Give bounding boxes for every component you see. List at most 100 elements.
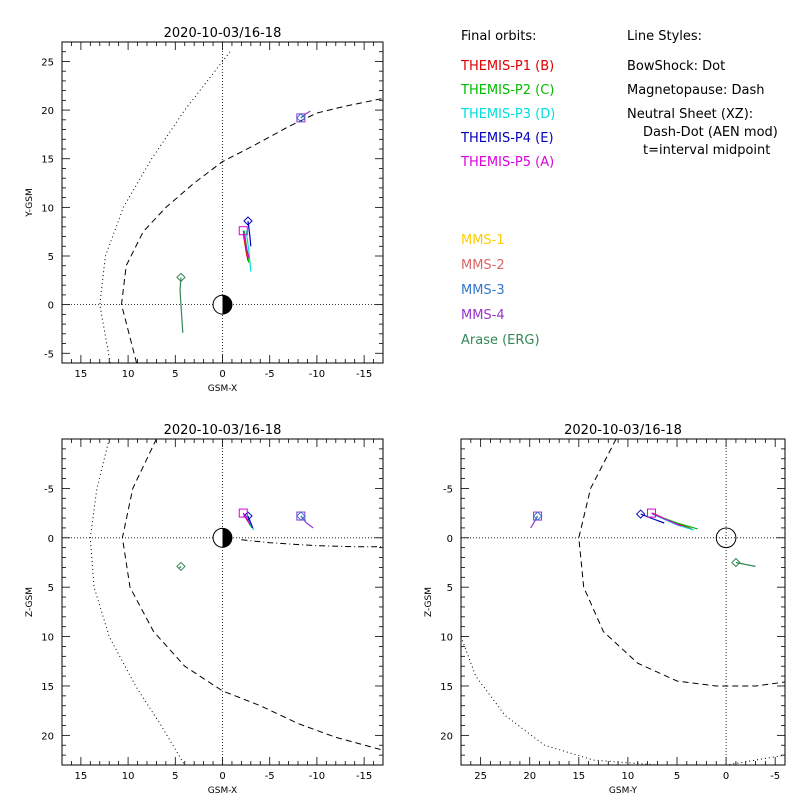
x-tick-label: -5 <box>265 369 275 380</box>
panel-title: 2020-10-03/16-18 <box>164 26 282 41</box>
series-themis-p5-a <box>646 508 682 527</box>
earth-icon <box>212 294 233 315</box>
line-style-magnetopause: Magnetopause: Dash <box>627 83 764 98</box>
panel-title: 2020-10-03/16-18 <box>564 423 682 438</box>
y-tick-label: -5 <box>44 349 54 360</box>
x-tick-label: 15 <box>75 369 88 380</box>
neutral-sheet-curve <box>241 539 383 548</box>
series-arase-erg <box>176 561 186 572</box>
legend-item-themis-p5: THEMIS-P5 (A) <box>460 155 554 170</box>
orbit-track <box>242 233 249 262</box>
orbit-track <box>247 220 252 247</box>
x-tick-label: 0 <box>219 369 225 380</box>
series-themis-p1-b <box>242 233 249 262</box>
orbit-legend: Final orbits: THEMIS-P1 (B) THEMIS-P2 (C… <box>460 29 555 348</box>
panel-title: 2020-10-03/16-18 <box>164 423 282 438</box>
orbit-track <box>651 512 682 527</box>
magnetopause-curve <box>578 439 785 687</box>
y-tick-label: 0 <box>48 534 54 545</box>
x-axis-label: GSM-X <box>208 384 237 394</box>
orbit-track <box>300 515 307 522</box>
series-arase-erg <box>731 557 756 568</box>
series-themis-p5-a <box>238 226 250 259</box>
x-tick-label: 0 <box>219 771 225 782</box>
y-tick-label: 20 <box>41 106 54 117</box>
series-themis-p4-e <box>243 216 253 247</box>
series-themis-p4-e <box>635 509 665 524</box>
legend-item-themis-p2: THEMIS-P2 (C) <box>460 83 554 98</box>
earth-icon <box>715 527 737 549</box>
y-tick-label: 0 <box>447 534 453 545</box>
position-marker-diamond <box>635 509 646 519</box>
series-themis-p3-d <box>245 230 252 272</box>
legend-item-mms-3: MMS-3 <box>461 283 505 298</box>
y-tick-label: 0 <box>48 301 54 312</box>
y-tick-label: 10 <box>41 203 54 214</box>
series-mms-3 <box>532 511 543 522</box>
line-styles-title: Line Styles: <box>627 29 702 44</box>
position-marker-square <box>238 508 248 518</box>
x-tick-label: 5 <box>674 771 680 782</box>
y-tick-label: 20 <box>440 731 453 742</box>
line-style-midpoint: t=interval midpoint <box>643 143 770 158</box>
magnetopause-curve <box>121 439 383 751</box>
y-tick-label: -5 <box>44 484 54 495</box>
orbit-track <box>179 277 184 333</box>
x-tick-label: 10 <box>122 369 135 380</box>
orbit-track <box>178 565 182 569</box>
y-axis-label: Y-GSM <box>25 188 35 217</box>
bowshock-curve <box>89 439 186 765</box>
x-axis-label: GSM-Y <box>609 786 638 796</box>
x-tick-label: 5 <box>172 369 178 380</box>
position-marker-diamond <box>296 113 306 123</box>
line-styles-legend: Line Styles: BowShock: Dot Magnetopause:… <box>627 29 778 158</box>
y-tick-label: 15 <box>41 682 54 693</box>
y-tick-label: 10 <box>440 633 453 644</box>
y-axis-label: Z-GSM <box>25 587 35 617</box>
plot-frame <box>460 438 786 766</box>
series-mms-3 <box>296 511 307 522</box>
legend-title: Final orbits: <box>461 29 537 44</box>
orbit-track <box>245 230 252 272</box>
earth-icon <box>212 527 233 548</box>
legend-item-mms-4: MMS-4 <box>461 308 505 323</box>
x-tick-label: 25 <box>474 771 487 782</box>
x-tick-label: -10 <box>309 369 325 380</box>
x-tick-label: 20 <box>523 771 536 782</box>
position-marker-square <box>533 511 543 521</box>
x-tick-label: 15 <box>572 771 585 782</box>
y-tick-label: -5 <box>443 484 453 495</box>
position-marker-square <box>238 226 248 236</box>
y-tick-label: 5 <box>447 583 453 594</box>
position-marker-diamond <box>731 557 741 568</box>
orbit-track <box>247 515 254 529</box>
position-marker-diamond <box>532 511 543 521</box>
panel-xy-plot: 2020-10-03/16-18 GSM-X Y-GSM 15 10 5 0 -5 -10 -15… <box>25 26 384 394</box>
position-marker-square <box>646 508 656 518</box>
x-tick-label: 0 <box>723 771 729 782</box>
position-marker-diamond <box>243 216 253 226</box>
y-tick-label: 25 <box>41 57 54 68</box>
legend-item-arase: Arase (ERG) <box>461 333 540 348</box>
orbit-track <box>242 512 251 526</box>
series-arase-erg <box>176 272 186 333</box>
line-style-neutral-sheet: Neutral Sheet (XZ): <box>627 107 753 122</box>
series-mms-3 <box>296 113 306 123</box>
legend-item-themis-p4: THEMIS-P4 (E) <box>460 131 554 146</box>
x-tick-label: 10 <box>622 771 635 782</box>
orbit-track <box>640 513 665 524</box>
legend-item-mms-2: MMS-2 <box>461 258 505 273</box>
plot-area <box>62 42 383 363</box>
orbit-track <box>242 230 250 259</box>
x-tick-label: -15 <box>356 369 372 380</box>
plot-area <box>461 439 785 765</box>
plot-area <box>62 439 383 765</box>
y-tick-label: 5 <box>48 583 54 594</box>
bowshock-curve <box>461 636 785 765</box>
series-themis-p5-a <box>238 508 251 526</box>
series-themis-p4-e <box>243 511 254 529</box>
line-style-bowshock: BowShock: Dot <box>627 59 725 74</box>
y-axis-label: Z-GSM <box>424 587 434 617</box>
x-tick-label: 15 <box>75 771 88 782</box>
